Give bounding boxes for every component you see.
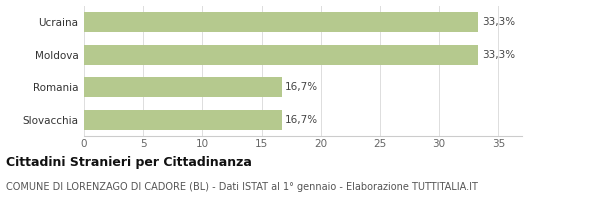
Text: 33,3%: 33,3% [482,17,515,27]
Bar [84,77,281,97]
Text: 16,7%: 16,7% [285,115,319,125]
Text: Cittadini Stranieri per Cittadinanza: Cittadini Stranieri per Cittadinanza [6,156,252,169]
Text: 33,3%: 33,3% [482,50,515,60]
Text: COMUNE DI LORENZAGO DI CADORE (BL) - Dati ISTAT al 1° gennaio - Elaborazione TUT: COMUNE DI LORENZAGO DI CADORE (BL) - Dat… [6,182,478,192]
Text: 16,7%: 16,7% [285,82,319,92]
Bar [84,12,478,32]
Bar [84,45,478,65]
Bar [84,110,281,130]
